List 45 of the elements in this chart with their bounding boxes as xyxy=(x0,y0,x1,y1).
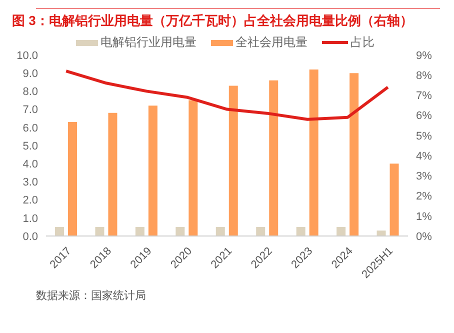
y-tick-label: 4.0 xyxy=(22,158,38,171)
bar xyxy=(55,226,64,236)
y2-tick-label: 6% xyxy=(416,110,432,122)
legend-label: 全社会用电量 xyxy=(234,34,308,51)
bar xyxy=(350,73,359,236)
y2-tick-label: 1% xyxy=(416,210,432,223)
line-series xyxy=(64,70,390,121)
chart-title: 图 3：电解铝行业用电量（万亿千瓦时）占全社会用电量比例（右轴） xyxy=(11,12,414,30)
y-tick-label: 3.0 xyxy=(22,176,38,189)
bar xyxy=(188,100,198,236)
y2-tick-label: 7% xyxy=(416,90,432,102)
y-tick-label: 2.0 xyxy=(22,194,38,207)
bar xyxy=(376,230,386,236)
bar xyxy=(95,226,104,236)
y2-tick-label: 3% xyxy=(416,170,432,183)
y2-tick-label: 9% xyxy=(416,50,432,62)
y2-tick-label: 8% xyxy=(416,70,432,82)
bar xyxy=(336,226,346,236)
y2-tick-label: 5% xyxy=(416,130,432,142)
bar xyxy=(108,112,118,236)
bar xyxy=(228,86,238,236)
source-note: 数据来源：国家统计局 xyxy=(35,288,147,303)
y-tick-label: 6.0 xyxy=(22,122,38,134)
y-tick-label: 7.0 xyxy=(22,104,38,116)
legend-label: 占比 xyxy=(350,34,374,51)
y-tick-label: 0.0 xyxy=(22,230,38,243)
legend-label: 电解铝行业用电量 xyxy=(100,34,196,51)
y-tick-label: 9.0 xyxy=(22,68,38,80)
y2-tick-label: 2% xyxy=(416,190,432,203)
bar xyxy=(148,106,158,236)
y-tick-label: 8.0 xyxy=(22,86,38,98)
bar xyxy=(269,80,278,236)
y2-tick-label: 0% xyxy=(416,230,432,243)
bar xyxy=(135,226,144,236)
bar xyxy=(296,226,306,236)
y2-tick-label: 4% xyxy=(416,150,432,162)
bar xyxy=(68,122,77,236)
bar xyxy=(176,226,185,236)
y-tick-label: 5.0 xyxy=(22,140,38,152)
bar xyxy=(216,226,225,236)
y-tick-label: 10.0 xyxy=(16,50,38,62)
y-tick-label: 1.0 xyxy=(22,212,38,225)
bar xyxy=(309,69,318,236)
bar xyxy=(390,164,399,236)
bar xyxy=(256,226,266,236)
